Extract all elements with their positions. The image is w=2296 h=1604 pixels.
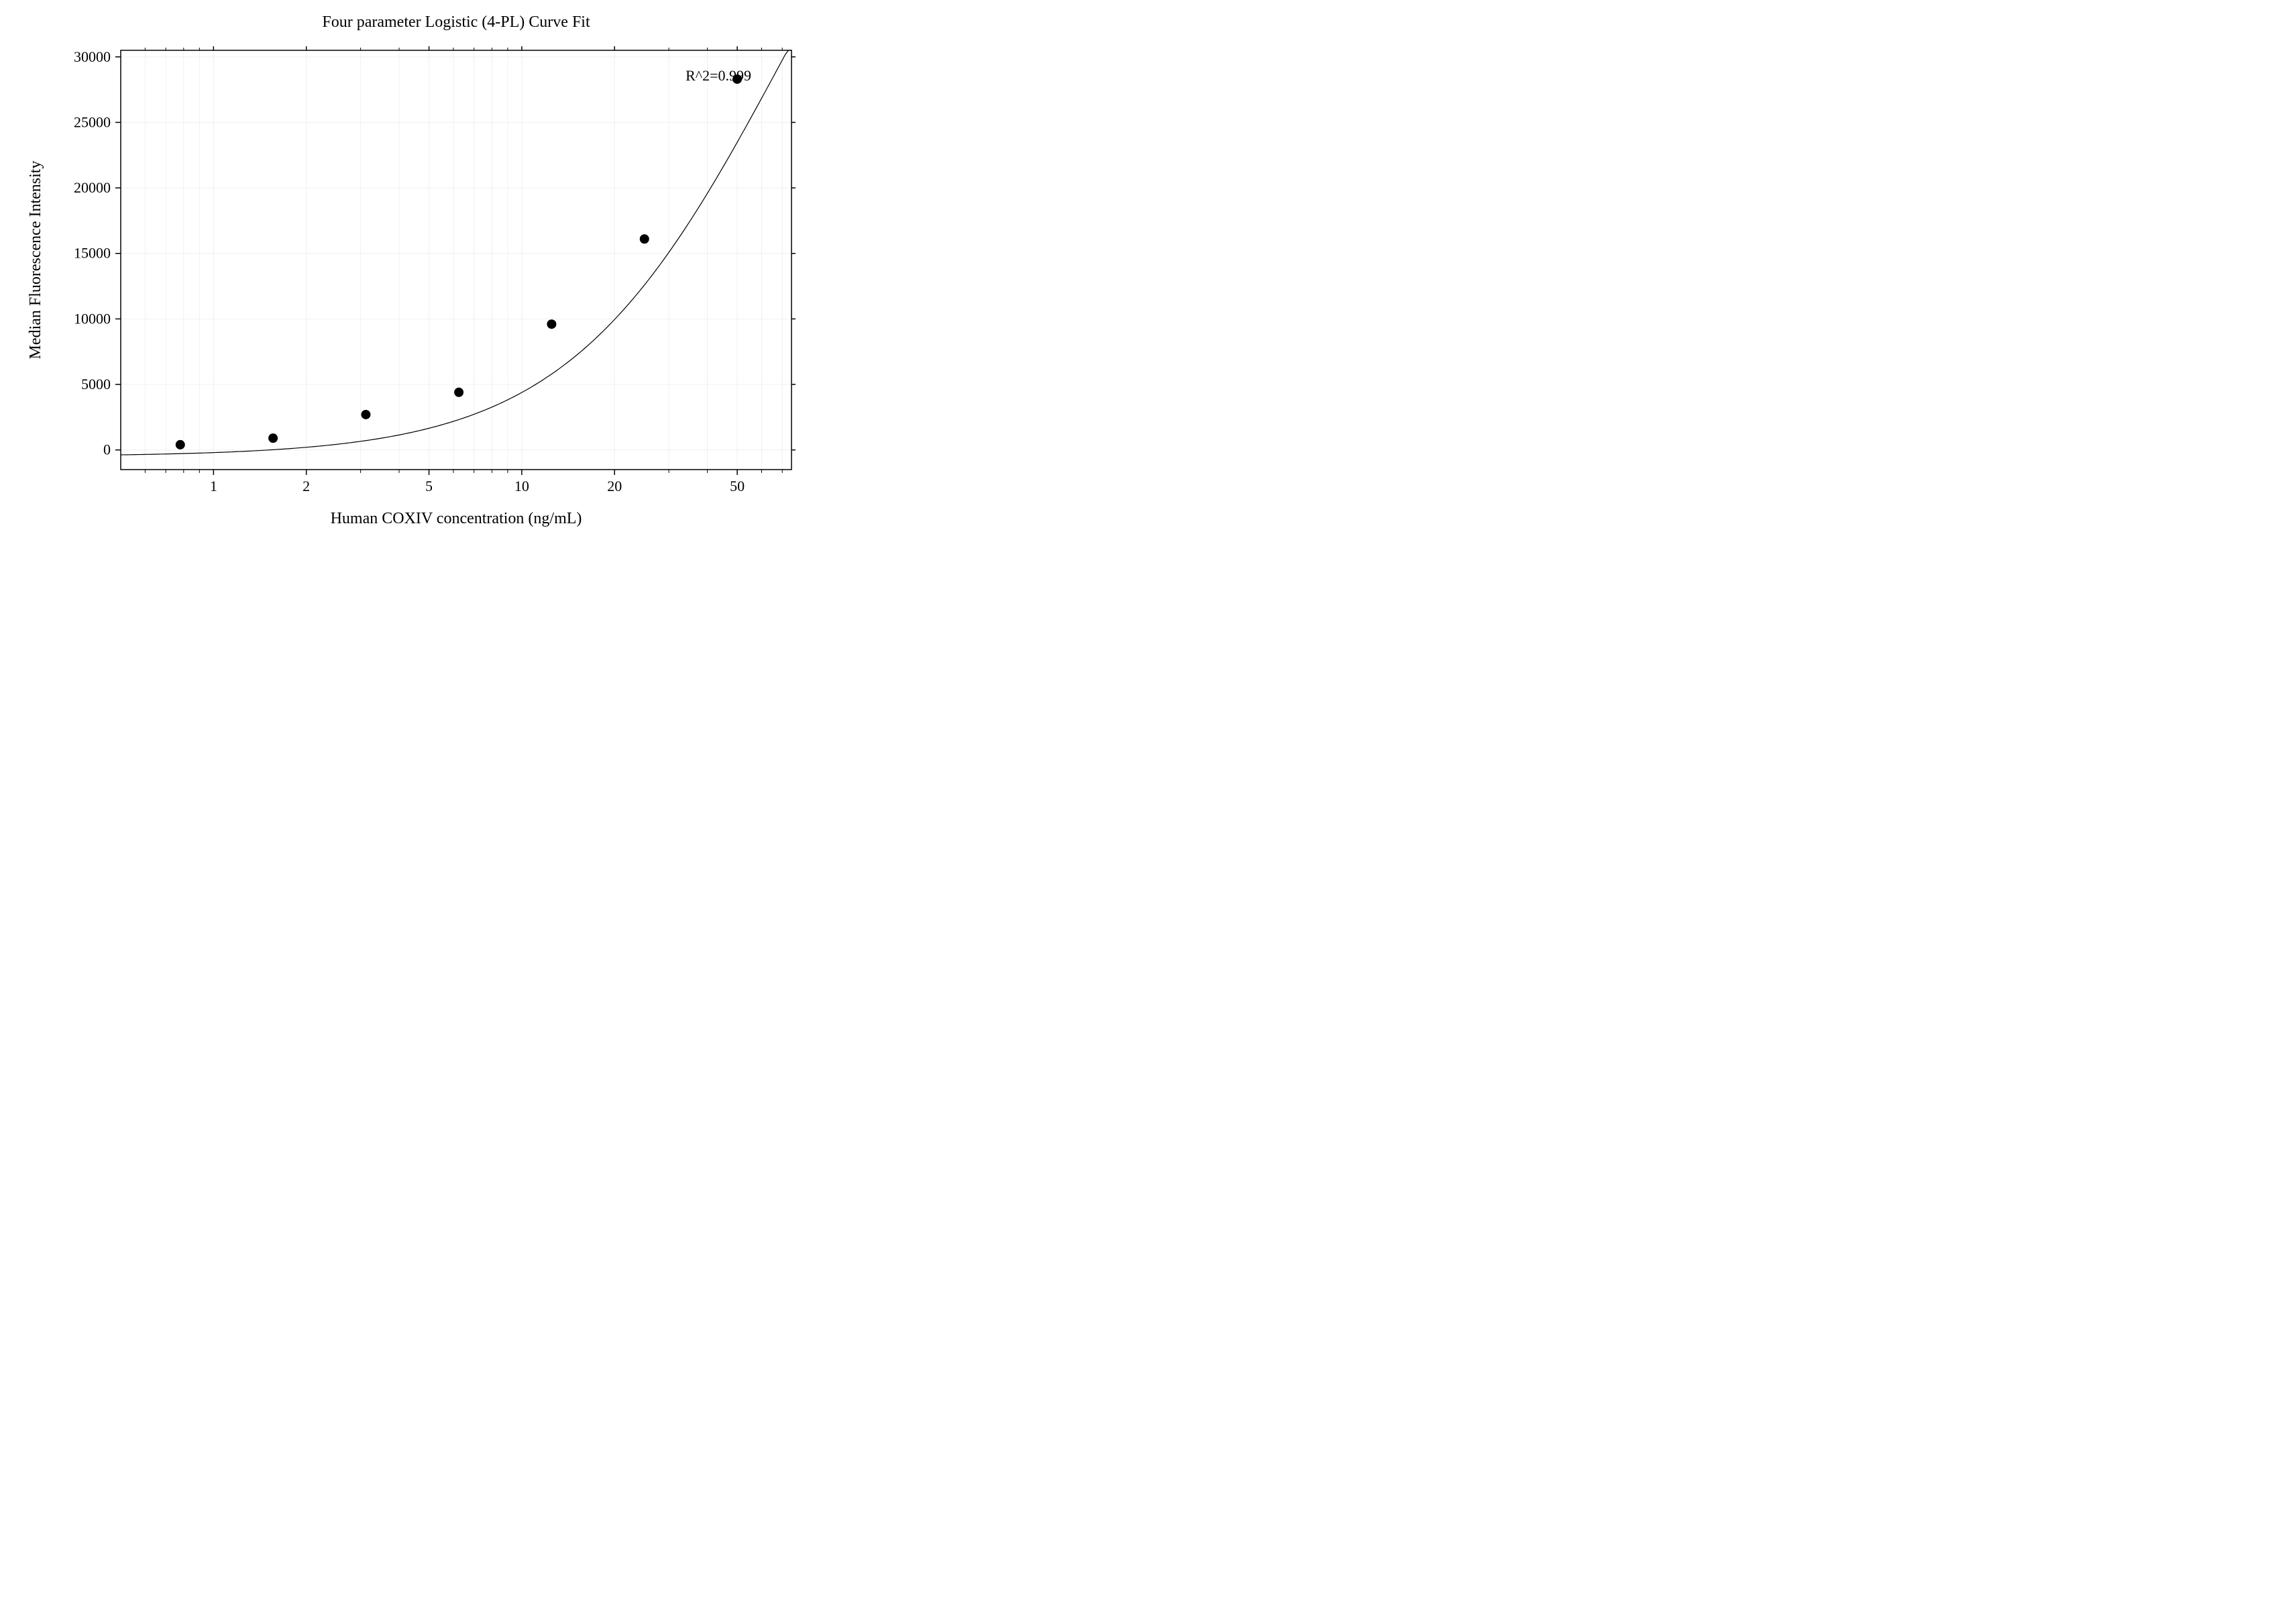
x-tick-label: 50 [730,478,745,494]
chart-title: Four parameter Logistic (4-PL) Curve Fit [322,13,590,31]
y-tick-label: 5000 [81,376,111,392]
data-point [268,433,278,443]
data-point [454,388,463,397]
y-tick-label: 20000 [74,179,111,196]
x-tick-label: 10 [514,478,529,494]
y-tick-label: 10000 [74,310,111,327]
chart-container: 1 2 5 10 20 50 0 5000 10000 15000 20000 25000 30000 F… [0,0,859,600]
x-axis-label: Human COXIV concentration (ng/mL) [331,510,582,527]
x-tick-label: 1 [210,478,217,494]
data-point [176,440,185,449]
y-tick-label: 0 [103,441,111,458]
chart-svg: 1 2 5 10 20 50 0 5000 10000 15000 20000 25000 30000 F… [0,0,859,600]
r-squared-annotation: R^2=0.999 [686,67,751,84]
x-tick-label: 5 [425,478,433,494]
data-point [361,410,370,419]
x-tick-label: 20 [607,478,622,494]
data-point [640,234,649,244]
y-tick-label: 30000 [74,48,111,65]
y-axis-label: Median Fluorescence Intensity [27,161,44,360]
y-tick-label: 15000 [74,245,111,262]
data-point [547,319,556,329]
x-tick-label: 2 [303,478,310,494]
y-tick-label: 25000 [74,113,111,130]
